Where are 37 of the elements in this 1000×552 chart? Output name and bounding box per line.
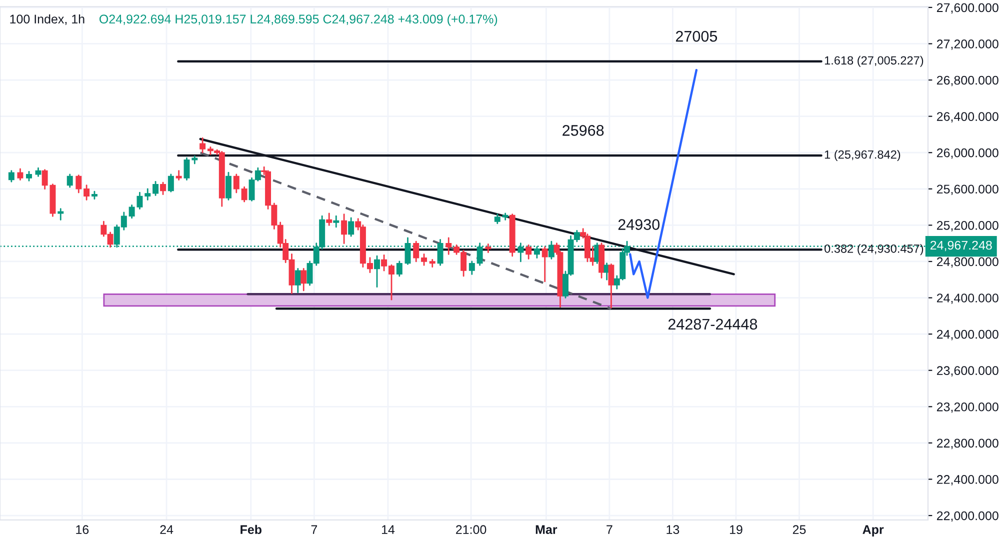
x-tick-label: 24 — [160, 525, 174, 534]
ref-line-label: 1.618 (27,005.227) — [824, 56, 924, 67]
y-tick-label: 24,800.000 — [936, 257, 998, 268]
x-tick-label: Feb — [240, 524, 262, 534]
y-tick-label: 26,800.000 — [936, 76, 998, 86]
x-tick-label: 19 — [730, 525, 742, 534]
y-tick-label: 24,000.000 — [936, 330, 998, 340]
y-tick-label: 22,800.000 — [936, 438, 998, 450]
y-tick-label: 22,000.000 — [936, 511, 998, 522]
y-tick-label: 26,400.000 — [936, 112, 998, 122]
ref-line-label: 1 (25,967.842) — [824, 150, 900, 162]
y-tick-label: 27,200.000 — [936, 40, 998, 50]
x-tick-label: 14 — [382, 525, 395, 534]
x-tick-label: 7 — [311, 525, 318, 534]
y-tick-label: 27,600.000 — [936, 3, 998, 14]
ref-line-label: 24,967.248 — [930, 240, 992, 252]
y-tick-label: 23,600.000 — [936, 366, 998, 376]
y-tick-label: 25,200.000 — [936, 220, 998, 232]
annotation: 24287-24448 — [668, 318, 758, 330]
x-tick-label: 25 — [792, 525, 806, 534]
x-tick-label: 16 — [76, 525, 89, 534]
y-tick-label: 23,200.000 — [936, 402, 998, 413]
y-tick-label: 25,600.000 — [936, 184, 998, 196]
text: 100 Index, 1h — [10, 14, 84, 25]
y-tick-label: 22,400.000 — [936, 475, 998, 486]
x-tick-label: 13 — [666, 525, 680, 534]
annotation: 25968 — [562, 125, 604, 136]
x-tick-label: Apr — [862, 525, 884, 536]
x-tick-label: 21:00 — [456, 525, 486, 534]
x-tick-label: 7 — [606, 525, 612, 534]
y-tick-label: 26,000.000 — [936, 148, 998, 159]
y-tick-label: 24,400.000 — [936, 294, 998, 304]
annotation: 24930 — [618, 219, 660, 230]
text: O24,922.694 H25,019.157 L24,869.595 C24,967.248 +43.009 (+0.17%) — [100, 14, 498, 26]
ref-line-label: 0.382 (24,930.457) — [824, 244, 924, 256]
x-tick-label: Mar — [536, 525, 558, 534]
annotation: 27005 — [676, 30, 718, 42]
